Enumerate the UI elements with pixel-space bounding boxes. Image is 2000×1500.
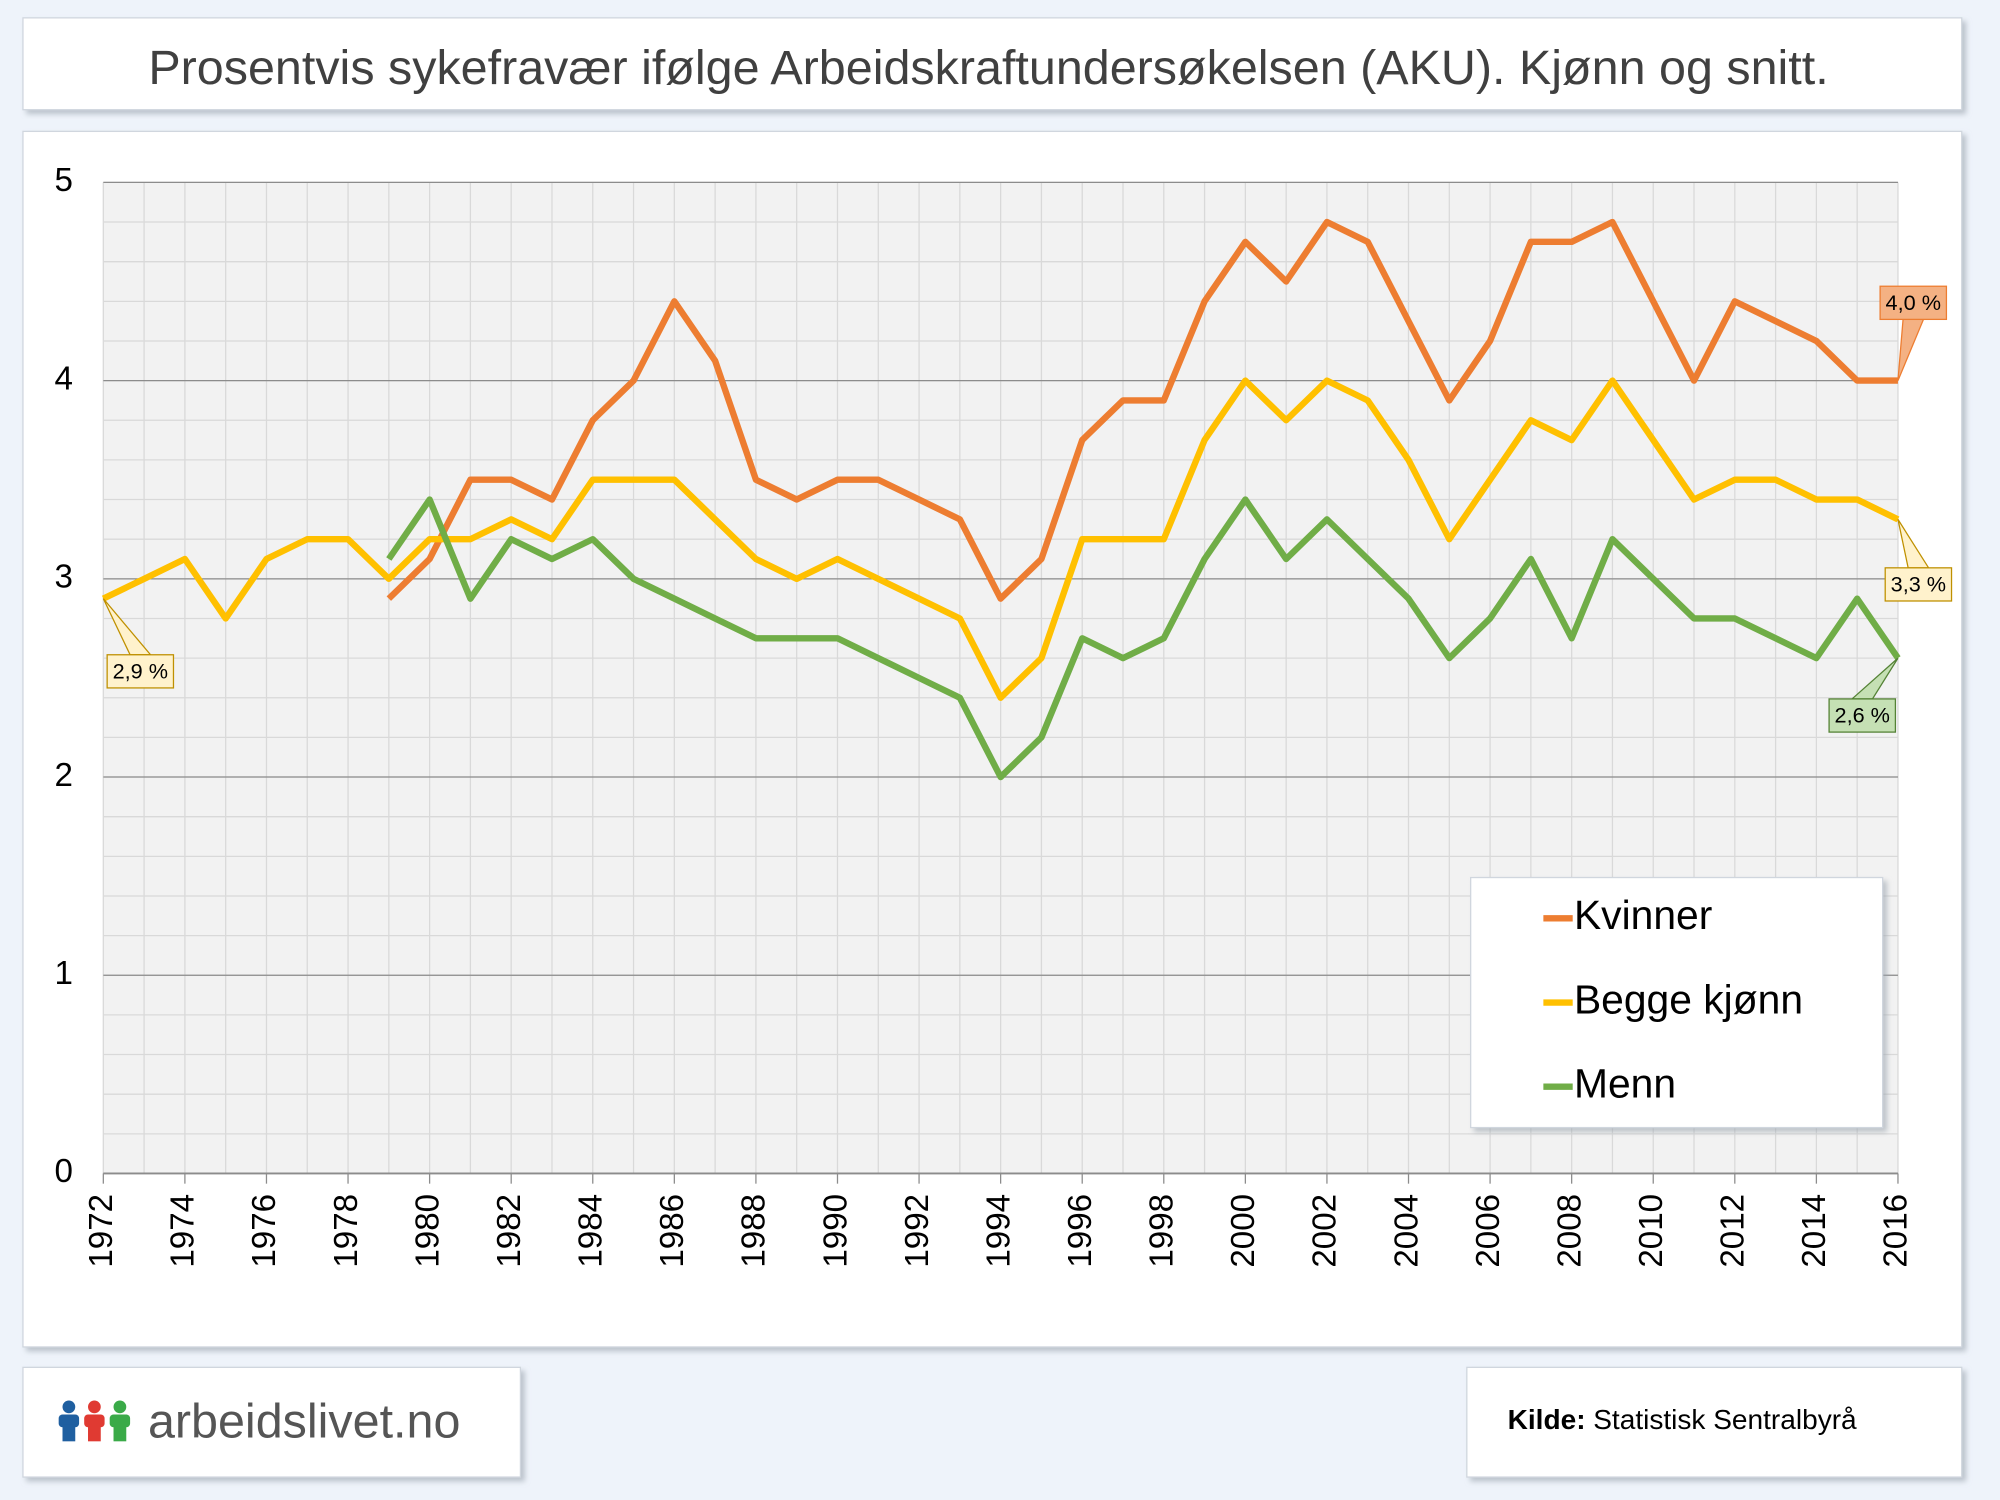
x-tick-label: 1976 <box>246 1194 283 1268</box>
legend-label: Begge kjønn <box>1574 976 1803 1022</box>
series-line <box>101 377 1900 701</box>
labels: 4,0 % 2,9 % 3,3 % 2,6 % <box>102 285 1953 733</box>
x-tick-label: 2008 <box>1551 1194 1588 1268</box>
x-tick-label: 1994 <box>980 1194 1017 1268</box>
y-tick-label: 3 <box>55 559 73 596</box>
x-tick-label: 1980 <box>409 1194 446 1268</box>
x-tick-label: 2002 <box>1307 1194 1344 1268</box>
x-tick-label: 1974 <box>165 1194 202 1268</box>
source: Kilde: Statistisk Sentralbyrå <box>1508 1405 1857 1436</box>
x-tick-label: 1984 <box>573 1194 610 1268</box>
callout-box <box>106 654 175 689</box>
x-tick-label: 2014 <box>1796 1194 1833 1268</box>
callout-box <box>1828 698 1897 733</box>
legend-label: Menn <box>1574 1061 1676 1107</box>
logo-text: arbeidslivet.no <box>148 1395 460 1449</box>
logo-panel <box>22 1366 522 1478</box>
y-tick-label: 0 <box>55 1153 73 1190</box>
x-tick-label: 1992 <box>899 1194 936 1268</box>
x-tick-label: 1982 <box>491 1194 528 1268</box>
legend-label: Kvinner <box>1574 892 1712 938</box>
y-tick-label: 1 <box>55 955 73 992</box>
data-label: 4,0 % <box>1886 290 1941 315</box>
lines <box>101 218 1901 781</box>
y-tick-label: 2 <box>55 757 73 794</box>
x-tick-label: 1972 <box>83 1194 120 1268</box>
title-panel <box>22 17 1963 111</box>
x-tick-label: 1986 <box>654 1194 691 1268</box>
legend: Kvinner Begge kjønn Menn <box>1470 876 1884 1129</box>
series-line <box>386 496 1901 781</box>
callout-box <box>1884 567 1953 602</box>
callout-box <box>1879 285 1948 321</box>
chart-title: Prosentvis sykefravær ifølge Arbeidskraf… <box>148 41 1828 95</box>
x-tick-label: 2012 <box>1715 1194 1752 1268</box>
x-tick-label: 2004 <box>1388 1194 1425 1268</box>
x-tick-label: 1998 <box>1144 1194 1181 1268</box>
legend-box <box>1470 876 1884 1129</box>
data-label: 2,6 % <box>1835 703 1890 728</box>
y-tick-label: 5 <box>55 162 73 199</box>
x-tick-label: 1978 <box>328 1194 365 1268</box>
x-tick-label: 2010 <box>1633 1194 1670 1268</box>
x-tick-label: 1996 <box>1062 1194 1099 1268</box>
x-tick-label: 1990 <box>817 1194 854 1268</box>
x-tick-label: 2000 <box>1225 1194 1262 1268</box>
logo-icon <box>58 1400 131 1442</box>
data-label: 2,9 % <box>113 658 168 683</box>
x-tick-label: 2006 <box>1470 1194 1507 1268</box>
data-label: 3,3 % <box>1891 571 1946 596</box>
source-panel <box>1466 1366 1963 1478</box>
source-name: Statistisk Sentralbyrå <box>1593 1405 1857 1436</box>
series-line <box>386 218 1898 602</box>
source-label: Kilde: <box>1508 1405 1586 1436</box>
x-tick-label: 1988 <box>736 1194 773 1268</box>
y-tick-label: 4 <box>55 360 73 397</box>
x-tick-label: 2016 <box>1878 1194 1915 1268</box>
